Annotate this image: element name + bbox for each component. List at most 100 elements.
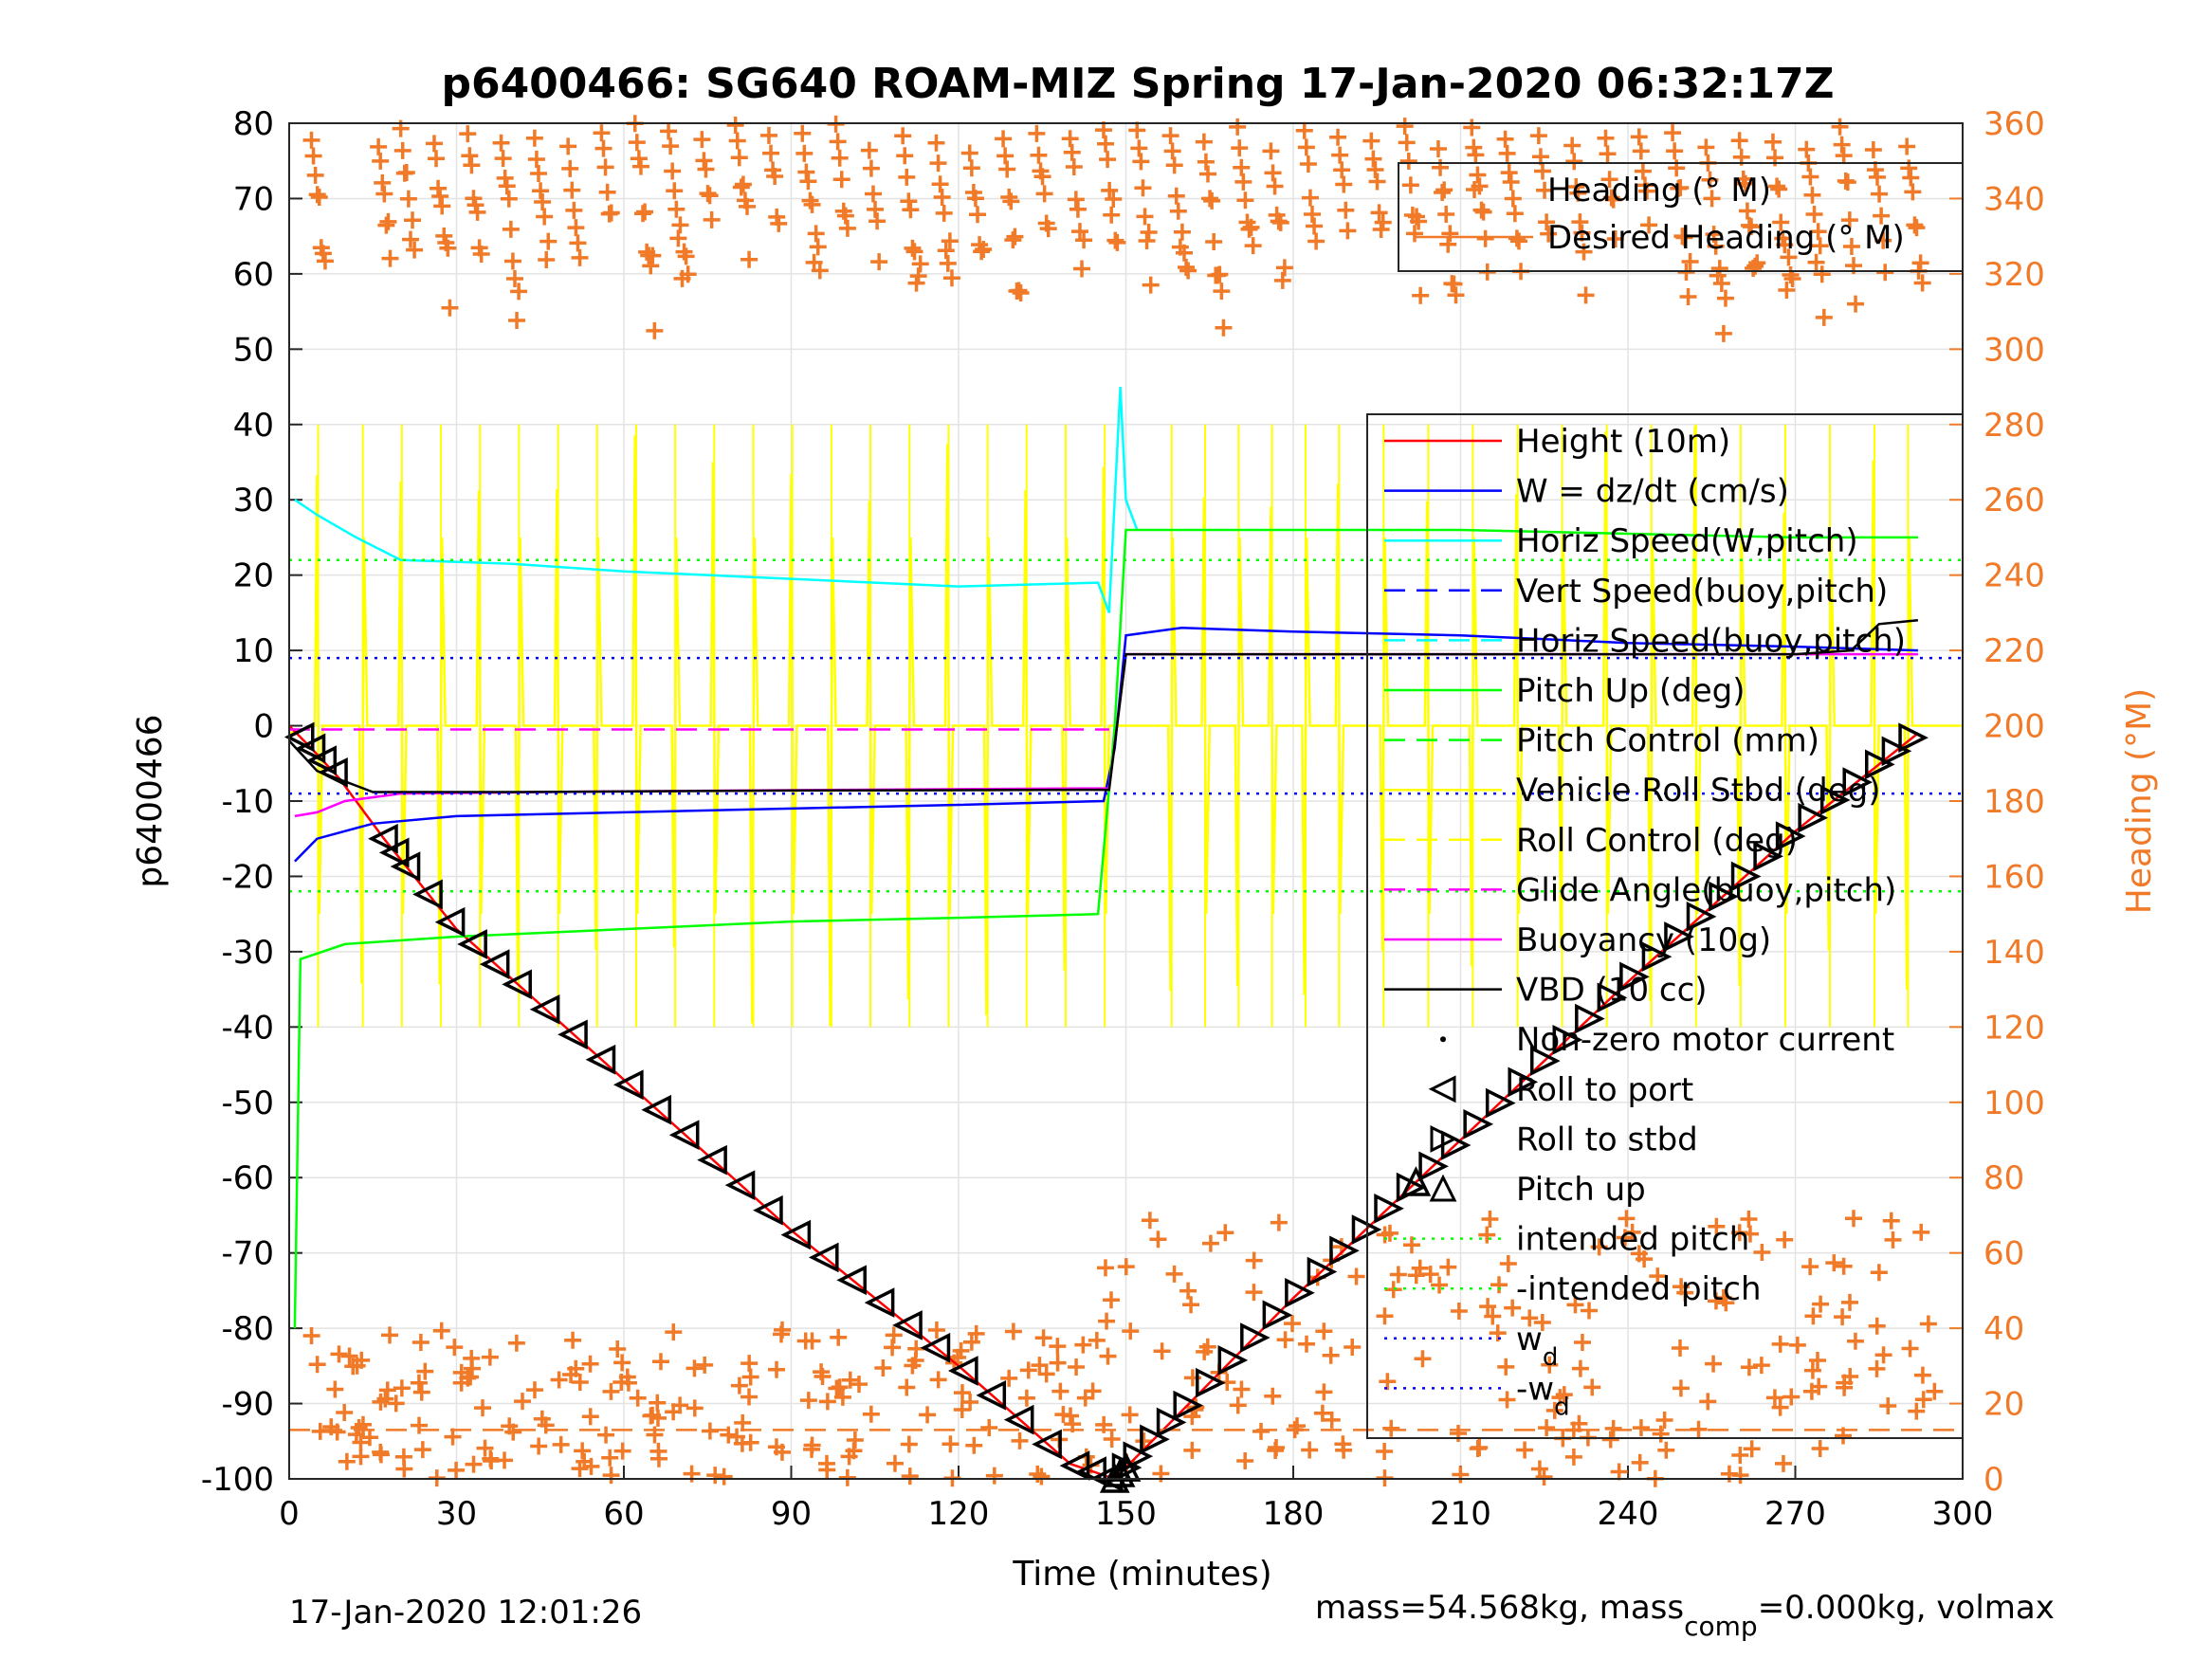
heading-point [965, 1436, 983, 1454]
marker-left [529, 994, 560, 1025]
heading-point [630, 150, 648, 168]
heading-point [1099, 151, 1117, 169]
heading-point [665, 1323, 683, 1341]
heading-point [1845, 1210, 1863, 1228]
heading-point [534, 193, 552, 211]
heading-point [1632, 1419, 1650, 1437]
heading-point [1211, 265, 1229, 283]
heading-point [1912, 1223, 1930, 1241]
heading-point [1630, 128, 1648, 146]
legend-label: Roll to stbd [1516, 1121, 1698, 1158]
y-right-tick-label: 80 [1983, 1159, 2024, 1197]
heading-point [1396, 118, 1414, 136]
heading-point [1203, 191, 1221, 210]
heading-point [1714, 324, 1732, 342]
marker-right [1508, 1066, 1539, 1098]
heading-point [975, 241, 993, 259]
heading-point [1299, 155, 1317, 173]
legend-label: Vert Speed(buoy,pitch) [1516, 573, 1888, 611]
heading-point [969, 206, 986, 224]
heading-point [399, 190, 417, 208]
marker-right [1730, 861, 1762, 892]
heading-point [1284, 1315, 1302, 1333]
heading-point [1808, 1352, 1826, 1370]
heading-point [1323, 1411, 1341, 1429]
heading-point [1106, 231, 1124, 249]
heading-point [803, 1440, 821, 1458]
heading-point [1529, 127, 1547, 145]
heading-point [1479, 1298, 1497, 1316]
heading-point [937, 242, 955, 260]
heading-point [1774, 1454, 1792, 1472]
marker-left [479, 949, 510, 979]
heading-point [1736, 174, 1754, 192]
marker-up [1105, 1457, 1136, 1487]
heading-point [1004, 1322, 1022, 1340]
x-tick-label: 300 [1932, 1495, 1994, 1533]
marker-right [1374, 1193, 1404, 1224]
heading-point [1437, 205, 1455, 223]
heading-point [660, 122, 678, 140]
heading-point [671, 216, 689, 234]
heading-point [833, 1388, 851, 1406]
heading-point [1810, 1377, 1828, 1395]
heading-point [1740, 1211, 1758, 1229]
heading-point [308, 1356, 326, 1374]
heading-point [1030, 146, 1048, 164]
heading-point [1065, 157, 1083, 175]
heading-point [314, 245, 332, 263]
heading-point [739, 197, 757, 215]
legend-label: Pitch Up (deg) [1516, 672, 1745, 710]
heading-point [1033, 1468, 1051, 1486]
heading-point [732, 178, 750, 196]
heading-point [850, 1376, 868, 1394]
y-tick-label: 10 [233, 632, 274, 670]
heading-point [1868, 1317, 1886, 1335]
series-vbd-10-cc- [288, 619, 1919, 793]
heading-point [1315, 1383, 1333, 1401]
heading-point [1165, 156, 1183, 174]
heading-point [1011, 1431, 1029, 1449]
heading-point [1179, 1282, 1197, 1300]
heading-point [496, 1451, 514, 1469]
heading-point [931, 175, 949, 193]
heading-point [1538, 1419, 1556, 1437]
heading-point [770, 214, 788, 232]
heading-point [1782, 1388, 1801, 1406]
heading-point [1913, 274, 1931, 292]
heading-point [322, 1418, 340, 1436]
heading-point [1914, 1391, 1932, 1409]
heading-point [1233, 1380, 1251, 1398]
heading-point [559, 137, 577, 155]
heading-point [1649, 1267, 1667, 1285]
legend-label: Vehicle Roll Stbd (deg) [1516, 772, 1881, 810]
marker-left [864, 1287, 895, 1318]
y-tick-label: -100 [201, 1461, 274, 1499]
marker-right [1775, 821, 1806, 851]
heading-point [302, 131, 320, 149]
heading-point [594, 139, 612, 157]
heading-point [1681, 253, 1699, 271]
legend-label: Horiz Speed(buoy,pitch) [1516, 622, 1906, 660]
heading-point [904, 239, 922, 257]
heading-point [831, 1378, 849, 1396]
marker-right [1552, 1025, 1583, 1055]
heading-point [1216, 1224, 1234, 1242]
heading-point [1163, 142, 1181, 160]
y-tick-label: -80 [221, 1310, 274, 1348]
heading-point [1631, 1453, 1649, 1471]
heading-point [1566, 1296, 1584, 1314]
heading-point [372, 152, 390, 170]
heading-point [1831, 118, 1849, 136]
heading-point [1029, 1466, 1047, 1484]
heading-point [726, 117, 744, 135]
heading-point [961, 1393, 979, 1411]
heading-point [1097, 135, 1115, 153]
heading-point [1374, 213, 1392, 231]
legend-label: Roll Control (deg) [1516, 822, 1798, 860]
heading-point [1002, 192, 1020, 210]
heading-point [1298, 1335, 1316, 1353]
heading-point [372, 1446, 390, 1464]
heading-point [1234, 173, 1252, 191]
heading-point [1803, 1361, 1821, 1379]
